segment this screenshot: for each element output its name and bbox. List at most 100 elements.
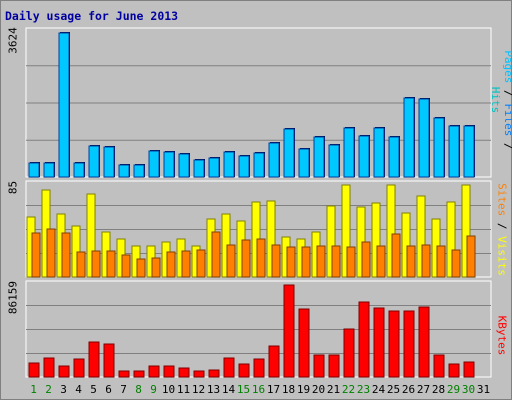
hits-bar-21 [328, 144, 340, 178]
sites-bar-25 [391, 233, 401, 278]
kbytes-bar-18 [283, 284, 295, 378]
kbytes-bar-22 [343, 328, 355, 378]
visits-bar-27 [416, 195, 426, 278]
visits-bar-5 [86, 193, 96, 278]
day-label-30: 30 [462, 383, 475, 396]
kbytes-bar-24 [373, 307, 385, 378]
bottom-axis-legend: KBytes [496, 286, 509, 386]
day-label-25: 25 [387, 383, 400, 396]
hits-bar-5 [88, 145, 100, 178]
sites-bar-29 [451, 249, 461, 278]
kbytes-bar-14 [223, 357, 235, 378]
day-label-15: 15 [237, 383, 250, 396]
middle-axis-legend: Sites / Visits [496, 180, 509, 280]
kbytes-bar-28 [433, 354, 445, 378]
kbytes-bar-27 [418, 306, 430, 378]
kbytes-bar-19 [298, 308, 310, 378]
sites-bar-4 [76, 251, 86, 278]
legend-kbytes: KBytes [495, 315, 509, 356]
hits-bar-27 [418, 98, 430, 178]
kbytes-bar-9 [148, 365, 160, 378]
day-label-13: 13 [207, 383, 220, 396]
sites-bar-9 [151, 257, 161, 278]
sites-bar-13 [211, 231, 221, 278]
hits-bar-11 [178, 153, 190, 178]
kbytes-bar-12 [193, 370, 205, 378]
sites-bar-16 [256, 238, 266, 278]
legend-separator: / [502, 83, 512, 103]
sites-bar-7 [121, 254, 131, 278]
kbytes-bar-13 [208, 369, 220, 378]
kbytes-bar-30 [463, 361, 475, 378]
sites-bar-20 [316, 245, 326, 278]
day-label-10: 10 [162, 383, 175, 396]
day-label-21: 21 [327, 383, 340, 396]
day-label-4: 4 [75, 383, 82, 396]
kbytes-bar-15 [238, 363, 250, 378]
kbytes-bar-17 [268, 345, 280, 378]
day-label-12: 12 [192, 383, 205, 396]
kbytes-bar-11 [178, 367, 190, 378]
hits-bar-30 [463, 125, 475, 178]
kbytes-bar-26 [403, 310, 415, 378]
sites-bar-30 [466, 235, 476, 278]
legend-separator: / [495, 216, 509, 237]
kbytes-bar-8 [133, 370, 145, 378]
hits-bar-24 [373, 127, 385, 178]
day-label-7: 7 [120, 383, 127, 396]
chart-title: Daily usage for June 2013 [5, 9, 178, 23]
day-label-16: 16 [252, 383, 265, 396]
sites-bar-17 [271, 244, 281, 278]
hits-bar-8 [133, 164, 145, 178]
hits-bar-29 [448, 125, 460, 178]
day-label-6: 6 [105, 383, 112, 396]
visits-bar-24 [371, 202, 381, 278]
day-label-3: 3 [60, 383, 67, 396]
sites-bar-27 [421, 244, 431, 278]
kbytes-bar-7 [118, 370, 130, 378]
sites-bar-15 [241, 239, 251, 278]
sites-bar-28 [436, 245, 446, 278]
sites-bar-1 [31, 232, 41, 278]
kbytes-bar-16 [253, 358, 265, 378]
hits-bar-22 [343, 127, 355, 178]
day-label-18: 18 [282, 383, 295, 396]
kbytes-bar-23 [358, 301, 370, 378]
sites-bar-3 [61, 232, 71, 278]
top-panel [25, 27, 492, 178]
day-label-2: 2 [45, 383, 52, 396]
hits-bar-1 [28, 162, 40, 178]
sites-bar-12 [196, 249, 206, 278]
sites-bar-23 [361, 241, 371, 278]
day-label-8: 8 [135, 383, 142, 396]
sites-bar-18 [286, 246, 296, 278]
day-label-22: 22 [342, 383, 355, 396]
hits-bar-28 [433, 117, 445, 178]
visits-bar-17 [266, 200, 276, 278]
kbytes-bar-20 [313, 354, 325, 378]
day-label-23: 23 [357, 383, 370, 396]
day-label-9: 9 [150, 383, 157, 396]
visits-bar-21 [326, 205, 336, 278]
sites-bar-6 [106, 250, 116, 278]
legend-sites: Sites [495, 183, 509, 217]
day-label-31: 31 [477, 383, 490, 396]
day-label-29: 29 [447, 383, 460, 396]
middle-max-label: 85 [6, 180, 20, 195]
legend-separator: / [502, 136, 512, 150]
hits-bar-13 [208, 157, 220, 178]
visits-bar-25 [386, 184, 396, 278]
visits-bar-29 [446, 201, 456, 278]
visits-bar-22 [341, 184, 351, 278]
sites-bar-5 [91, 250, 101, 278]
day-label-28: 28 [432, 383, 445, 396]
hits-bar-12 [193, 159, 205, 178]
hits-bar-18 [283, 128, 295, 178]
bottom-panel [25, 280, 492, 378]
kbytes-bar-1 [28, 362, 40, 378]
hits-bar-10 [163, 151, 175, 178]
legend-pages: Pages [502, 50, 512, 84]
day-label-27: 27 [417, 383, 430, 396]
sites-bar-26 [406, 245, 416, 278]
